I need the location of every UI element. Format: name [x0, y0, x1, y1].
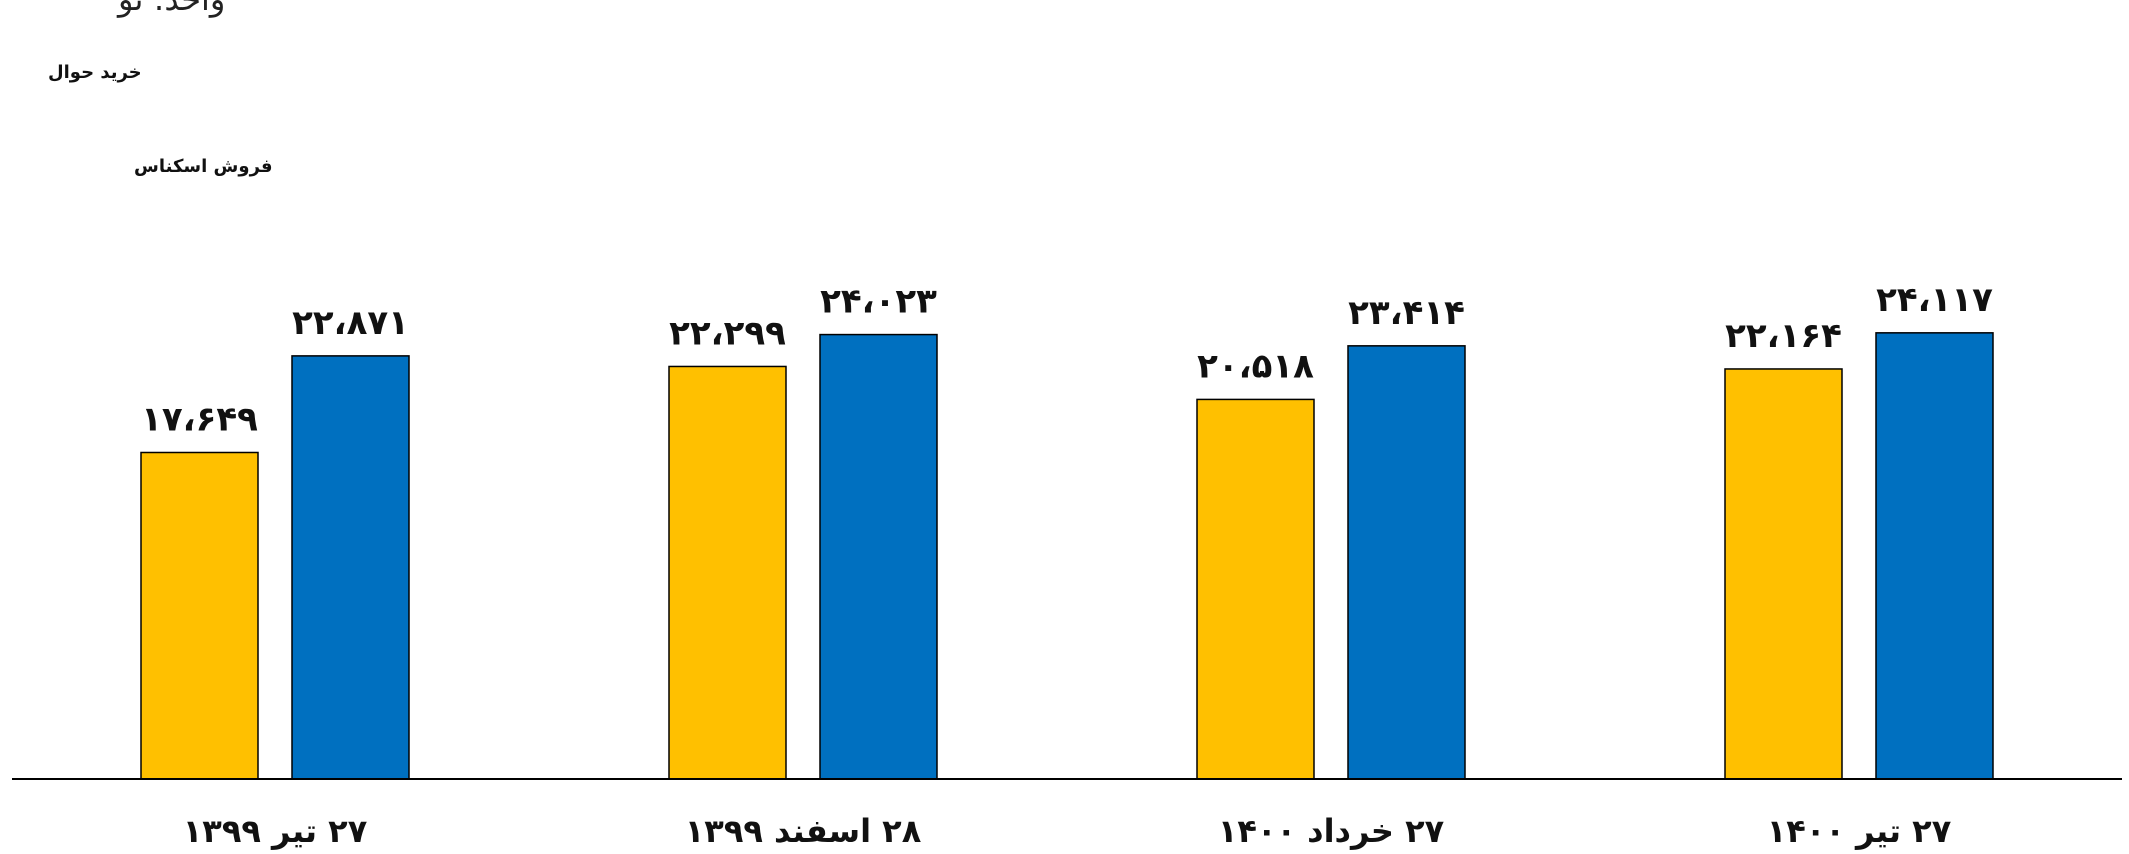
- value-label-buy-2: ۲۲،۲۹۹: [669, 313, 786, 353]
- value-labels-group: ۱۷،۶۴۹ ۲۲،۸۷۱ ۲۲،۲۹۹ ۲۴،۰۲۳ ۲۰،۵۱۸ ۲۳،۴۱۴ ۲۲،۱…: [141, 280, 1993, 440]
- value-label-sell-3: ۲۳،۴۱۴: [1348, 293, 1465, 333]
- value-label-sell-1: ۲۲،۸۷۱: [292, 303, 409, 343]
- bar-sell-2: [819, 333, 938, 780]
- category-label-2: ۲۸ اسفند ۱۳۹۹: [685, 812, 922, 850]
- legend-item-sell: فروش اسکناس: [134, 156, 273, 177]
- unit-label-group: واحد: تو: [116, 0, 225, 18]
- value-label-buy-3: ۲۰،۵۱۸: [1197, 346, 1314, 386]
- bar-buy-4: [1724, 368, 1843, 780]
- legend-item-buy: خرید حوال: [48, 62, 142, 83]
- value-label-sell-4: ۲۴،۱۱۷: [1876, 280, 1993, 320]
- category-labels-group: ۲۷ تیر ۱۳۹۹ ۲۸ اسفند ۱۳۹۹ ۲۷ خرداد ۱۴۰۰ ۲۷ …: [183, 812, 1952, 850]
- legend: خرید حوال فروش اسکناس: [48, 62, 273, 177]
- bar-sell-3: [1347, 345, 1466, 780]
- value-label-sell-2: ۲۴،۰۲۳: [820, 282, 937, 322]
- category-label-1: ۲۷ تیر ۱۳۹۹: [183, 812, 368, 850]
- value-label-buy-4: ۲۲،۱۶۴: [1725, 316, 1842, 356]
- bar-buy-3: [1196, 398, 1315, 780]
- category-label-3: ۲۷ خرداد ۱۴۰۰: [1218, 812, 1445, 850]
- unit-label: واحد: تو: [116, 0, 225, 18]
- bar-sell-4: [1875, 332, 1994, 780]
- bars-group: [140, 332, 1994, 780]
- bar-sell-1: [291, 355, 410, 780]
- bar-buy-1: [140, 451, 259, 780]
- value-label-buy-1: ۱۷،۶۴۹: [141, 399, 258, 439]
- category-label-4: ۲۷ تیر ۱۴۰۰: [1767, 812, 1952, 850]
- bar-buy-2: [668, 365, 787, 780]
